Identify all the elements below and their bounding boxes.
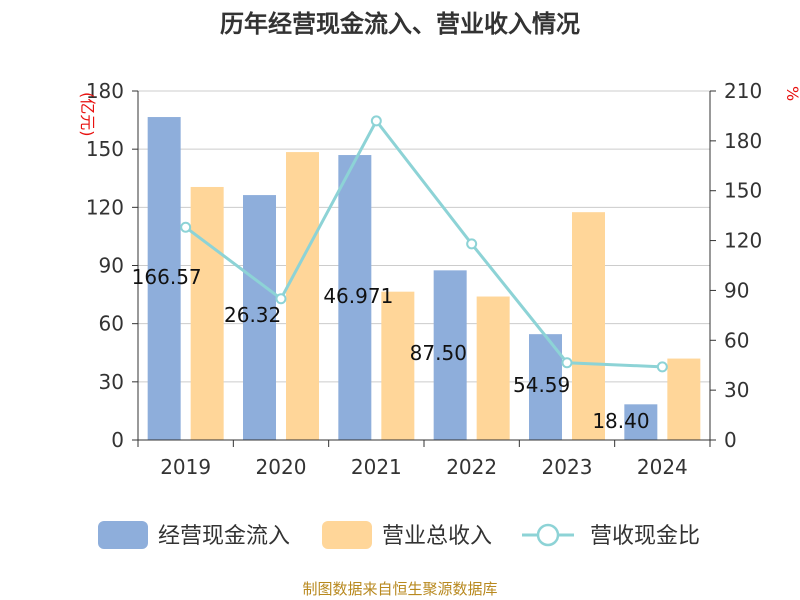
y-right-tick-label: 120	[724, 229, 762, 253]
bar-cash-inflow	[147, 117, 181, 440]
y-left-tick-label: 150	[86, 137, 124, 161]
y-left-tick-label: 30	[99, 370, 124, 394]
data-label: 54.59	[513, 373, 570, 397]
bar-cash-inflow	[338, 155, 372, 440]
source-note: 制图数据来自恒生聚源数据库	[302, 580, 497, 598]
y-left-tick-label: 180	[86, 79, 124, 103]
data-label: 18.40	[592, 409, 649, 433]
data-label: 166.57	[132, 265, 202, 289]
data-label: 46.971	[323, 284, 393, 308]
legend-label: 经营现金流入	[158, 524, 290, 549]
legend-swatch	[98, 521, 148, 549]
bar-cash-inflow	[624, 404, 658, 440]
ratio-point	[561, 357, 573, 369]
y-right-tick-label: 90	[724, 278, 749, 302]
x-tick-label: 2022	[446, 455, 497, 479]
x-tick-label: 2023	[542, 455, 593, 479]
data-label: 87.50	[410, 341, 467, 365]
bar-revenue	[476, 296, 510, 440]
x-tick-label: 2024	[637, 455, 688, 479]
bar-cash-inflow	[433, 270, 467, 440]
y-left-tick-label: 60	[99, 312, 124, 336]
data-labels: 166.57 26.32 46.971 87.50 54.59 18.40	[132, 265, 650, 433]
y-left-tick-label: 120	[86, 195, 124, 219]
legend-label: 营业总收入	[382, 524, 492, 549]
ratio-point	[180, 221, 192, 233]
axes: 0 30 60 90 120 150 180 0 30 60 90 120 150 180 210 2019 2…	[86, 79, 762, 479]
y-right-tick-label: 180	[724, 129, 762, 153]
bars	[147, 117, 701, 440]
legend-marker	[536, 523, 560, 547]
y-right-tick-label: 210	[724, 79, 762, 103]
y-right-tick-label: 0	[724, 428, 737, 452]
bar-revenue	[572, 212, 605, 440]
bar-revenue	[381, 291, 415, 440]
data-label: 26.32	[224, 303, 281, 327]
legend: 经营现金流入 营业总收入 营收现金比	[98, 521, 700, 549]
grid	[138, 90, 710, 441]
bar-cash-inflow	[243, 195, 276, 440]
bar-revenue	[667, 358, 701, 440]
legend-swatch	[322, 521, 372, 549]
bar-revenue	[190, 186, 224, 440]
y-right-tick-label: 150	[724, 179, 762, 203]
chart-title: 历年经营现金流入、营业收入情况	[220, 10, 580, 38]
y-right-unit: %	[783, 86, 800, 101]
y-left-tick-label: 90	[99, 254, 124, 278]
legend-label: 营收现金比	[590, 524, 700, 549]
ratio-point	[466, 238, 478, 250]
ratio-line	[180, 115, 668, 373]
y-right-tick-label: 30	[724, 378, 749, 402]
x-tick-label: 2019	[160, 455, 211, 479]
ratio-point	[656, 361, 668, 373]
ratio-point	[275, 293, 287, 305]
bar-revenue	[286, 152, 319, 440]
x-tick-label: 2021	[351, 455, 402, 479]
ratio-polyline	[184, 118, 663, 369]
y-left-tick-label: 0	[111, 428, 124, 452]
x-tick-label: 2020	[256, 455, 307, 479]
y-right-tick-label: 60	[724, 328, 749, 352]
ratio-point	[370, 115, 382, 127]
y-left-unit: (亿元)	[78, 92, 97, 137]
